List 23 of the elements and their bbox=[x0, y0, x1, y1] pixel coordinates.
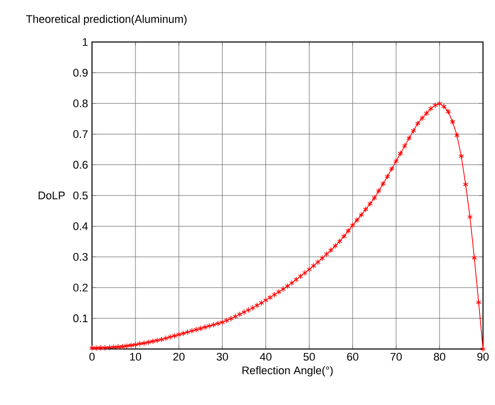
y-axis-title: DoLP bbox=[38, 192, 65, 200]
x-tick-label: 0 bbox=[89, 352, 95, 361]
x-tick-label: 80 bbox=[434, 352, 446, 361]
y-tick-label: 0.3 bbox=[73, 253, 88, 261]
y-tick-label: 0.7 bbox=[73, 130, 88, 138]
y-tick-label: 0.1 bbox=[73, 314, 88, 322]
y-tick-label: 1 bbox=[82, 38, 88, 46]
x-axis-title: Reflection Angle(°) bbox=[242, 366, 333, 376]
y-tick-label: 0.5 bbox=[73, 192, 88, 200]
y-tick-label: 0.4 bbox=[73, 222, 88, 230]
y-tick-label: 0.8 bbox=[73, 100, 88, 108]
x-tick-label: 60 bbox=[347, 352, 358, 361]
x-tick-label: 90 bbox=[477, 352, 489, 361]
x-tick-label: 40 bbox=[260, 352, 272, 361]
x-tick-label: 10 bbox=[130, 352, 142, 361]
chart-title: Theoretical prediction(Aluminum) bbox=[26, 14, 187, 26]
x-tick-label: 70 bbox=[390, 352, 402, 361]
y-tick-label: 0.2 bbox=[73, 284, 88, 292]
y-tick-label: 0.9 bbox=[73, 68, 88, 77]
x-tick-label: 50 bbox=[304, 352, 315, 361]
y-tick-label: 0.6 bbox=[73, 160, 88, 169]
x-tick-label: 20 bbox=[173, 352, 185, 361]
x-tick-label: 30 bbox=[216, 352, 228, 361]
